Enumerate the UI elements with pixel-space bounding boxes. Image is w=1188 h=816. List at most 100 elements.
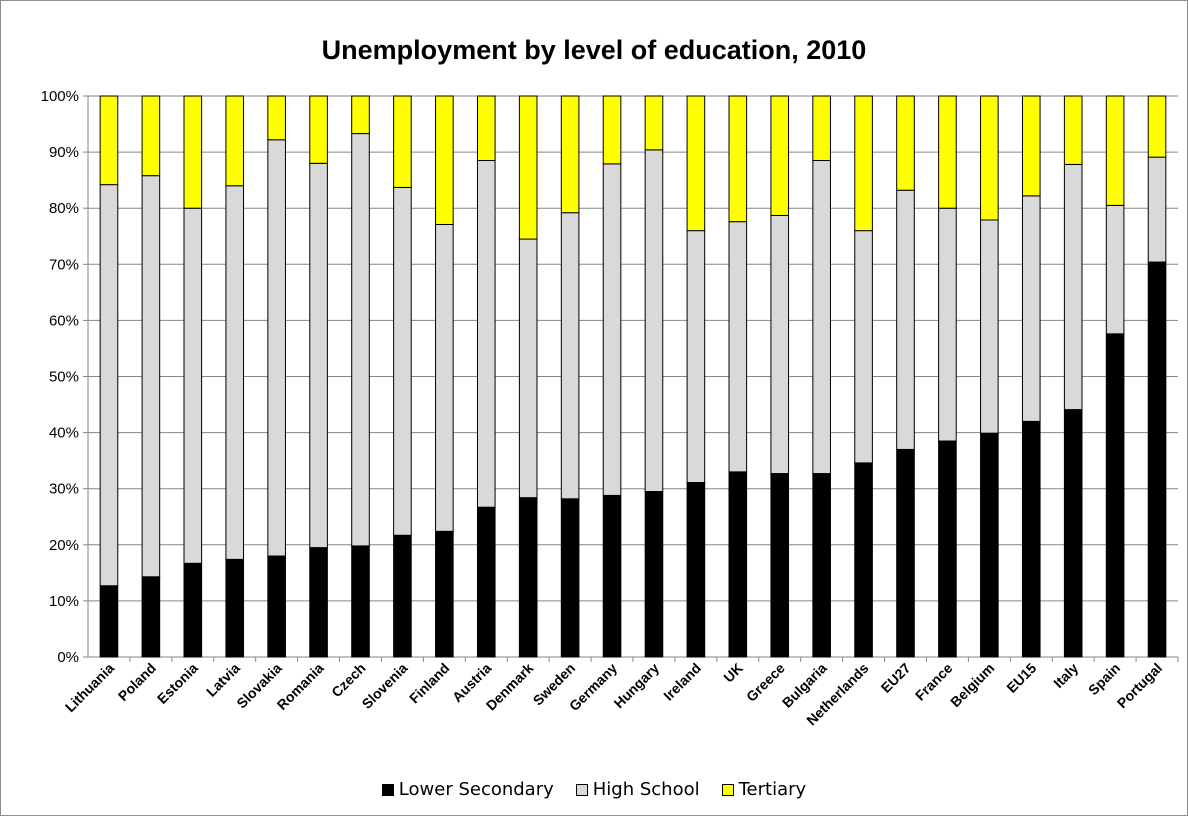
bar-segment	[1063, 409, 1083, 658]
bar-segment	[476, 160, 496, 508]
y-tick-label: 80%	[49, 200, 79, 217]
bar-segment	[141, 175, 161, 578]
bar-segment	[854, 462, 873, 658]
x-tick-label: EU15	[1003, 660, 1039, 696]
bar-segment	[267, 95, 286, 141]
y-tick-label: 40%	[49, 425, 79, 442]
bar-segment	[351, 545, 370, 658]
y-tick-label: 60%	[49, 312, 79, 329]
bar-segment	[560, 95, 580, 214]
bar-segment	[309, 547, 328, 658]
legend-item: Tertiary	[721, 779, 807, 800]
bar-segment	[99, 184, 119, 587]
legend-swatch	[721, 783, 734, 796]
chart-title: Unemployment by level of education, 2010	[321, 35, 867, 65]
bar-segment	[728, 471, 748, 658]
bar-segment	[518, 238, 538, 499]
bar-segment	[728, 95, 748, 223]
bar-segment	[1021, 195, 1041, 422]
bar-segment	[267, 139, 286, 557]
bar-segment	[518, 95, 538, 240]
bar-segment	[938, 95, 957, 209]
bar-segment	[351, 133, 370, 547]
bar-segment	[560, 212, 580, 500]
bar-segment	[309, 162, 328, 549]
bar-segment	[141, 95, 161, 177]
bar-segment	[770, 214, 790, 475]
legend-swatch	[575, 783, 588, 796]
bar-segment	[435, 530, 454, 658]
x-tick-label: Belgium	[947, 660, 997, 710]
x-tick-label: Hungary	[611, 660, 663, 712]
x-tick-label: Slovenia	[359, 660, 411, 712]
bar-segment	[1105, 333, 1125, 658]
bar-segment	[812, 160, 831, 475]
bar-segment	[770, 473, 790, 658]
bar-segment	[896, 95, 915, 191]
bar-segment	[686, 95, 706, 232]
bar-segment	[644, 149, 664, 493]
bar-segment	[1105, 204, 1125, 335]
y-tick-label: 10%	[49, 593, 79, 610]
legend-swatch	[381, 783, 394, 796]
bar-segment	[1063, 163, 1083, 411]
x-tick-label: Italy	[1050, 660, 1081, 691]
bar-segment	[980, 432, 999, 658]
bar-segment	[1147, 156, 1167, 263]
bar-segment	[309, 95, 328, 164]
bar-segment	[560, 498, 580, 658]
legend-label: Tertiary	[738, 779, 807, 800]
bar-segment	[1021, 95, 1041, 197]
bar-segment	[267, 555, 286, 658]
y-tick-label: 0%	[57, 649, 79, 666]
bar-segment	[896, 189, 915, 450]
y-tick-label: 30%	[49, 481, 79, 498]
bar-segment	[602, 95, 622, 165]
bar-segment	[225, 185, 245, 560]
bar-segment	[644, 491, 664, 658]
bar-segment	[854, 230, 873, 464]
x-tick-label: Estonia	[154, 660, 201, 707]
bar-segment	[476, 95, 496, 162]
x-tick-label: Portugal	[1114, 660, 1165, 711]
y-tick-label: 90%	[49, 144, 79, 161]
x-tick-label: Ireland	[660, 660, 704, 704]
legend-label: High School	[592, 779, 700, 800]
bar-segment	[435, 95, 454, 225]
bar-segment	[435, 223, 454, 532]
bar-segment	[1063, 95, 1083, 165]
legend-item: High School	[575, 779, 700, 800]
y-tick-label: 70%	[49, 256, 79, 273]
bar-segment	[770, 95, 790, 216]
x-tick-label: Poland	[115, 660, 159, 704]
legend-label: Lower Secondary	[398, 779, 554, 800]
bar-segment	[141, 576, 161, 658]
bar-segment	[351, 95, 370, 135]
y-tick-label: 20%	[49, 537, 79, 554]
bar-segment	[812, 473, 831, 658]
x-tick-label: Czech	[328, 660, 368, 700]
y-tick-label: 100%	[41, 88, 79, 105]
bar-segment	[686, 230, 706, 484]
bar-segment	[938, 207, 957, 442]
x-tick-label: Finland	[406, 660, 453, 707]
x-tick-label: UK	[720, 660, 746, 686]
bar-segment	[686, 482, 706, 658]
bar-segment	[602, 163, 622, 496]
bar-segment	[393, 534, 412, 658]
bar-segment	[812, 95, 831, 162]
y-tick-label: 50%	[49, 369, 79, 386]
legend: Lower Secondary High School Tertiary	[1, 779, 1187, 800]
bar-segment	[183, 95, 203, 209]
bar-segment	[393, 186, 412, 536]
bar-segment	[225, 95, 245, 187]
legend-item: Lower Secondary	[381, 779, 554, 800]
bar-segment	[728, 221, 748, 473]
bar-segment	[476, 506, 496, 658]
bar-segment	[99, 585, 119, 658]
bar-segment	[1147, 261, 1167, 658]
bar-segment	[854, 95, 873, 232]
bar-segment	[183, 207, 203, 564]
